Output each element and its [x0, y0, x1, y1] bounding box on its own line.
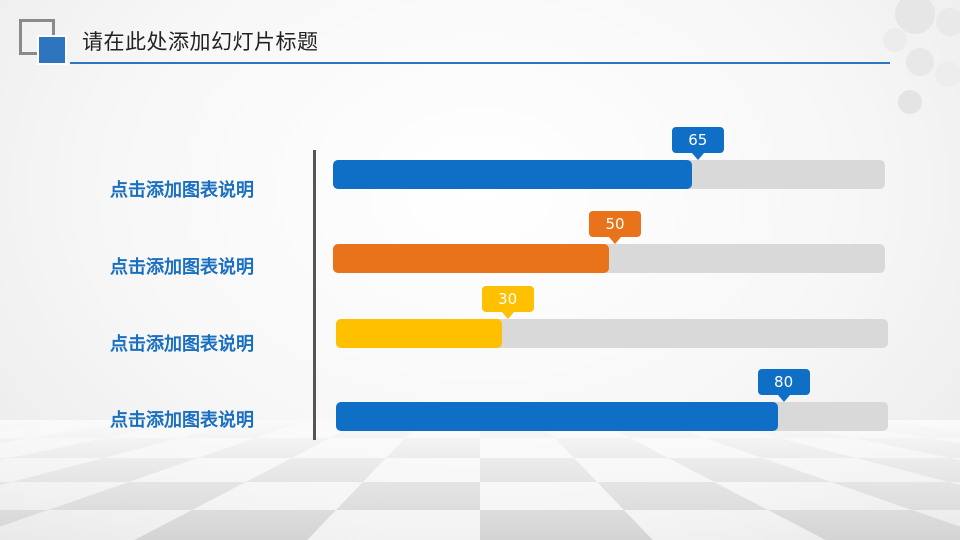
floor-tile: [480, 510, 653, 540]
floor-tile: [0, 482, 12, 486]
floor-tile: [831, 482, 960, 510]
floor-tile: [134, 510, 336, 540]
logo-square-icon: [37, 35, 67, 65]
floor-tile: [668, 458, 832, 482]
decorative-bubbles: [883, 0, 960, 114]
floor-tile: [48, 482, 246, 510]
floor-tile: [0, 510, 48, 527]
floor-tile: [11, 458, 198, 482]
bar-track-3: [336, 319, 888, 348]
floor-tile: [245, 458, 386, 482]
slide-title[interactable]: 请在此处添加幻灯片标题: [82, 30, 319, 54]
bar-track-1: [333, 160, 885, 189]
bar-track-2: [333, 244, 885, 273]
title-underline: [70, 62, 890, 64]
floor-tile: [554, 438, 669, 458]
category-label-2[interactable]: 点击添加图表说明: [110, 257, 254, 278]
floor-tile: [854, 438, 960, 458]
category-label-3[interactable]: 点击添加图表说明: [110, 334, 254, 355]
category-label-1[interactable]: 点击添加图表说明: [110, 180, 254, 201]
floor-tile: [9, 438, 181, 458]
chart-axis-line: [313, 150, 316, 440]
value-callout-1: 65: [671, 127, 724, 160]
checker-floor: [0, 420, 960, 540]
floor-tile: [480, 458, 598, 482]
value-callout-4: 80: [757, 369, 810, 402]
floor-tile: [336, 482, 480, 510]
floor-tile: [0, 458, 10, 461]
bar-fill-2[interactable]: [333, 244, 609, 273]
floor-tile: [385, 438, 480, 458]
floor-tile: [768, 510, 960, 540]
bar-fill-4[interactable]: [336, 402, 778, 431]
value-callout-3: 30: [481, 286, 534, 319]
bar-track-4: [336, 402, 888, 431]
value-callout-2: 50: [589, 211, 641, 244]
category-label-4[interactable]: 点击添加图表说明: [110, 410, 254, 431]
bar-fill-1[interactable]: [333, 160, 692, 189]
floor-tile: [856, 458, 960, 482]
floor-tile: [704, 438, 857, 458]
bar-fill-3[interactable]: [336, 319, 502, 348]
floor-tile: [197, 438, 331, 458]
floor-tile: [597, 482, 768, 510]
